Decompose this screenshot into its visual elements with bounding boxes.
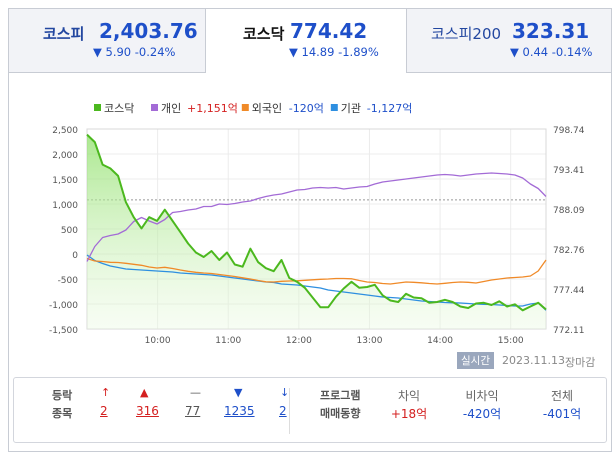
unchanged-icon: — [190, 386, 201, 399]
fall-count[interactable]: 1235 [224, 404, 255, 418]
x-tick: 10:00 [145, 336, 171, 346]
legend-swatch [330, 104, 338, 111]
x-tick: 12:00 [286, 336, 312, 346]
non-arbitrage-value: -420억 [462, 407, 502, 421]
upper-limit-count[interactable]: 2 [100, 404, 108, 418]
x-tick: 15:00 [498, 336, 524, 346]
legend-swatch [94, 104, 101, 111]
y-left-tick: -500 [58, 276, 79, 286]
y-right-tick: 772.11 [553, 326, 585, 336]
y-left-tick: 2,500 [52, 126, 78, 136]
x-tick: 13:00 [356, 336, 382, 346]
legend-label: 코스닥 [104, 102, 134, 115]
tab-kospi[interactable]: 코스피 2,403.76 ▼ 5.90 -0.24% [9, 9, 206, 73]
advance-decline-label: 등락 [52, 389, 73, 402]
legend-label: 개인 [161, 102, 181, 115]
y-right-tick: 777.44 [553, 286, 585, 296]
tab-name: 코스피 [43, 25, 85, 43]
y-right-tick: 798.74 [553, 126, 585, 136]
tab-kospi200[interactable]: 코스피200 323.31 ▼ 0.44 -0.14% [406, 9, 611, 73]
stocks-label: 종목 [52, 407, 73, 420]
series-line-0 [86, 133, 547, 312]
tab-change: ▼ 5.90 -0.24% [93, 45, 176, 59]
y-left-tick: -1,000 [49, 301, 78, 311]
legend-label: 기관 [341, 102, 361, 115]
y-left-tick: 1,500 [52, 176, 78, 186]
divider [289, 388, 290, 434]
fall-icon: ▼ [234, 386, 243, 399]
live-badge[interactable]: 실시간 [457, 352, 494, 369]
tab-change: ▼ 0.44 -0.14% [510, 45, 593, 59]
lower-limit-count[interactable]: 2 [279, 404, 287, 418]
y-left-tick: 1,000 [52, 201, 78, 211]
tab-value: 774.42 [290, 19, 368, 43]
tab-name: 코스닥 [243, 25, 285, 43]
lower-limit-icon: ↓ [280, 386, 290, 399]
tab-change: ▼ 14.89 -1.89% [289, 45, 379, 59]
index-tabs: 코스피 2,403.76 ▼ 5.90 -0.24% 코스닥 774.42 ▼ … [9, 9, 611, 73]
rise-count[interactable]: 316 [136, 404, 159, 418]
arbitrage-header: 차익 [397, 389, 421, 403]
series-line-1 [86, 172, 547, 262]
unchanged-count[interactable]: 77 [185, 404, 201, 418]
y-left-tick: 500 [61, 226, 78, 236]
legend-label: 외국인 [252, 102, 282, 115]
market-stats-panel: 등락 종목 ↑ ▲ — ▼ ↓ 2 316 77 1235 2 프로그램 매매동… [13, 377, 607, 443]
legend-swatch [151, 104, 158, 111]
series-line-3 [86, 254, 547, 311]
y-right-tick: 793.41 [553, 166, 585, 176]
arbitrage-value: +18억 [390, 407, 428, 421]
x-tick: 14:00 [427, 336, 453, 346]
date-label: 2023.11.13 [502, 354, 565, 367]
intraday-chart: 코스닥 개인 +1,151억 외국인 -120억 기관 -1,127억 2,500 2,000 1… [49, 102, 585, 346]
tab-value: 2,403.76 [99, 19, 198, 43]
x-tick: 11:00 [215, 336, 241, 346]
legend-value: -120억 [289, 102, 324, 115]
program-trend-label: 매매동향 [320, 407, 361, 420]
tab-name: 코스피200 [431, 25, 502, 43]
tab-kosdaq[interactable]: 코스닥 774.42 ▼ 14.89 -1.89% [206, 9, 406, 73]
program-label: 프로그램 [320, 389, 361, 402]
y-left-tick: -1,500 [49, 326, 78, 336]
total-header: 전체 [550, 389, 574, 403]
y-right-tick: 782.76 [553, 246, 585, 256]
legend-value: +1,151억 [187, 102, 238, 115]
rise-icon: ▲ [140, 386, 149, 399]
market-closed-label: 장마감 [565, 356, 596, 369]
upper-limit-icon: ↑ [101, 386, 111, 399]
legend-value: -1,127억 [367, 102, 413, 115]
market-widget: 코스피 2,403.76 ▼ 5.90 -0.24% 코스닥 774.42 ▼ … [8, 8, 612, 452]
non-arbitrage-header: 비차익 [465, 389, 499, 403]
y-right-tick: 788.09 [553, 206, 585, 216]
total-value: -401억 [542, 407, 582, 421]
kosdaq-area [87, 134, 546, 329]
y-left-tick: 0 [72, 251, 78, 261]
y-left-tick: 2,000 [52, 151, 78, 161]
series-line-2 [86, 257, 547, 285]
tab-value: 323.31 [512, 19, 590, 43]
legend-swatch [241, 104, 249, 111]
